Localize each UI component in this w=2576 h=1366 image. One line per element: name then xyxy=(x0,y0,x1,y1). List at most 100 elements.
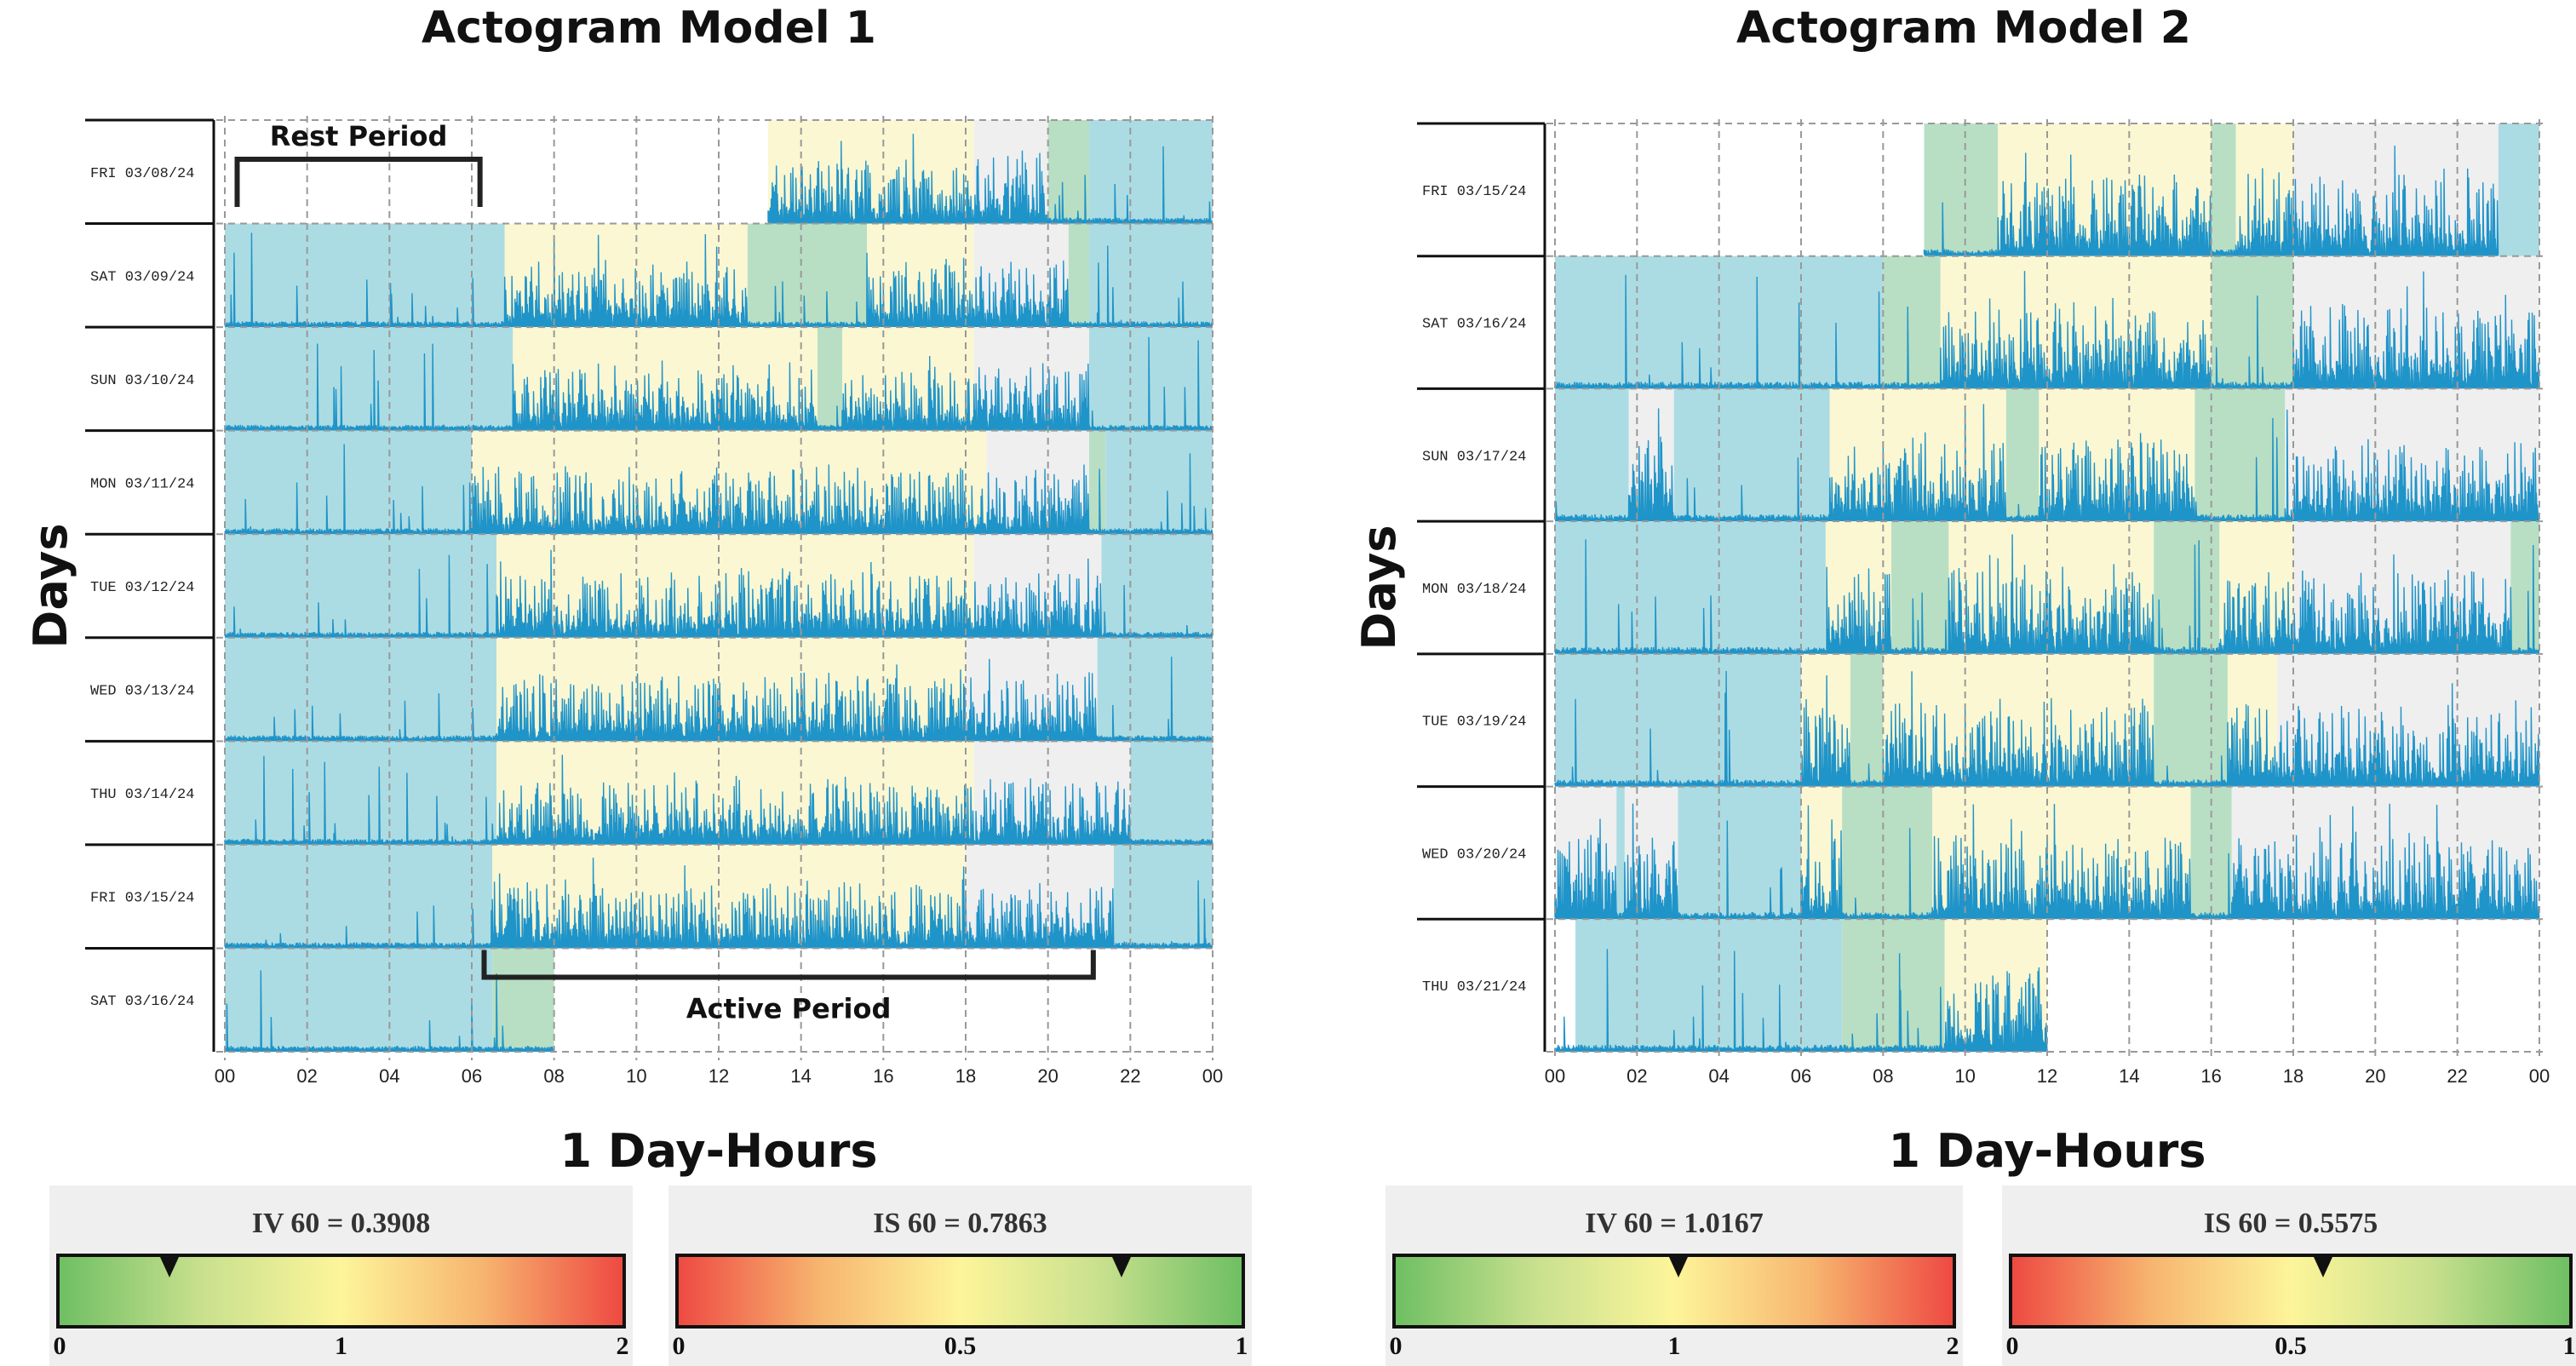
band-rest xyxy=(1105,430,1213,535)
band-rest xyxy=(1673,388,1830,522)
band-transition xyxy=(1089,430,1106,535)
gauge-tick-label: 0.5 xyxy=(944,1332,977,1360)
gauge-tick-label: 0 xyxy=(1389,1332,1403,1360)
y-axis-title: Days xyxy=(24,524,77,649)
x-tick-label: 04 xyxy=(379,1065,399,1087)
day-row xyxy=(1554,653,2540,788)
day-label: THU 03/14/24 xyxy=(90,787,194,803)
x-tick-label: 10 xyxy=(626,1065,646,1087)
band-transition xyxy=(818,327,842,431)
x-tick-label: 04 xyxy=(1708,1065,1729,1087)
day-row xyxy=(224,430,1213,536)
gauge-tick-label: 2 xyxy=(616,1332,629,1360)
x-axis-title: 1 Day-Hours xyxy=(1888,1124,2206,1178)
gauge-marker-icon xyxy=(2313,1257,2332,1277)
x-tick-label: 00 xyxy=(2529,1065,2550,1087)
day-label: SUN 03/17/24 xyxy=(1422,449,1526,465)
band-rest xyxy=(225,741,496,845)
annotation-active-period: Active Period xyxy=(481,950,1096,1024)
band-transition xyxy=(1890,521,1949,654)
x-tick-label: 12 xyxy=(2037,1065,2057,1087)
band-rest xyxy=(2498,123,2539,256)
gauge-marker-icon xyxy=(160,1257,180,1277)
x-tick-label: 20 xyxy=(1037,1065,1058,1087)
band-rest xyxy=(225,948,493,1052)
band-transition xyxy=(2211,255,2293,389)
day-row xyxy=(1554,521,2540,655)
band-transition xyxy=(1842,919,1945,1052)
gauge-label: IV 60 = 1.0167 xyxy=(1585,1208,1764,1239)
x-tick-label: 16 xyxy=(873,1065,893,1087)
annotation-label: Active Period xyxy=(686,992,892,1024)
day-row xyxy=(224,844,1213,950)
day-label: MON 03/18/24 xyxy=(1422,582,1526,598)
band-transition xyxy=(2154,521,2220,654)
day-row xyxy=(767,120,1213,225)
band-rest xyxy=(1616,786,1625,920)
x-tick-label: 22 xyxy=(2447,1065,2467,1087)
day-label: TUE 03/19/24 xyxy=(1422,715,1526,731)
x-tick-label: 18 xyxy=(955,1065,976,1087)
gauge-color-scale xyxy=(2009,1254,2573,1329)
x-tick-label: 18 xyxy=(2283,1065,2303,1087)
gauge-label: IS 60 = 0.7863 xyxy=(873,1208,1047,1239)
is-gauge: IS 60 = 0.7863 0 0.5 1 xyxy=(668,1185,1252,1366)
is-gauge: IS 60 = 0.5575 0 0.5 1 xyxy=(2002,1185,2576,1366)
gauge-tick-label: 0 xyxy=(2005,1332,2019,1360)
day-row xyxy=(1923,123,2539,257)
gauge-label: IS 60 = 0.5575 xyxy=(2203,1208,2378,1239)
day-label: FRI 03/08/24 xyxy=(90,166,194,182)
day-row xyxy=(224,223,1213,328)
band-rest xyxy=(1575,919,1843,1052)
annotation-rest-period: Rest Period xyxy=(234,120,483,207)
band-rest xyxy=(1101,534,1213,638)
bracket xyxy=(234,157,483,207)
bracket xyxy=(481,950,1096,980)
gauge-tick-label: 1 xyxy=(1667,1332,1681,1360)
band-rest xyxy=(225,223,505,328)
band-transition xyxy=(1842,786,1933,920)
x-tick-label: 08 xyxy=(543,1065,564,1087)
x-tick-label: 10 xyxy=(1954,1065,1975,1087)
day-label: WED 03/20/24 xyxy=(1422,847,1526,863)
band-transition xyxy=(2211,123,2236,256)
day-row xyxy=(224,948,554,1053)
gauge-marker-icon xyxy=(1669,1257,1689,1277)
band-transition xyxy=(2510,521,2539,654)
x-tick-label: 06 xyxy=(462,1065,482,1087)
x-tick-label: 22 xyxy=(1120,1065,1140,1087)
band-transition xyxy=(492,948,554,1052)
annotation-label: Rest Period xyxy=(270,120,448,152)
band-rest xyxy=(1555,521,1826,654)
x-tick-label: 16 xyxy=(2200,1065,2221,1087)
gauge-tick-label: 1 xyxy=(1235,1332,1248,1360)
band-transition xyxy=(1850,653,1884,787)
band-rest xyxy=(225,534,496,638)
band-rest xyxy=(1555,653,1801,787)
band-active xyxy=(496,534,974,638)
gauge-tick-label: 2 xyxy=(1946,1332,1959,1360)
band-transition xyxy=(1883,255,1941,389)
band-rest xyxy=(1089,223,1213,328)
gauge-tick-label: 1 xyxy=(2562,1332,2576,1360)
gauge-tick-label: 0 xyxy=(672,1332,686,1360)
x-tick-label: 00 xyxy=(1202,1065,1223,1087)
x-tick-label: 00 xyxy=(1545,1065,1565,1087)
day-label: WED 03/13/24 xyxy=(90,684,194,700)
band-rest xyxy=(1130,741,1213,845)
x-tick-label: 06 xyxy=(1791,1065,1811,1087)
band-rest xyxy=(225,430,472,535)
gauge-marker-icon xyxy=(1111,1257,1131,1277)
x-tick-label: 02 xyxy=(1626,1065,1647,1087)
gauge-color-scale xyxy=(56,1254,626,1329)
gauge-label: IV 60 = 0.3908 xyxy=(251,1208,431,1239)
x-tick-label: 12 xyxy=(709,1065,729,1087)
day-label: SAT 03/16/24 xyxy=(1422,317,1526,333)
band-transition xyxy=(1924,123,1999,256)
gauge-tick-label: 0.5 xyxy=(2275,1332,2307,1360)
band-rest xyxy=(1089,327,1213,431)
band-rest xyxy=(225,844,493,949)
band-transition xyxy=(2005,388,2040,522)
iv-gauge: IV 60 = 0.3908 0 1 2 xyxy=(49,1185,633,1366)
